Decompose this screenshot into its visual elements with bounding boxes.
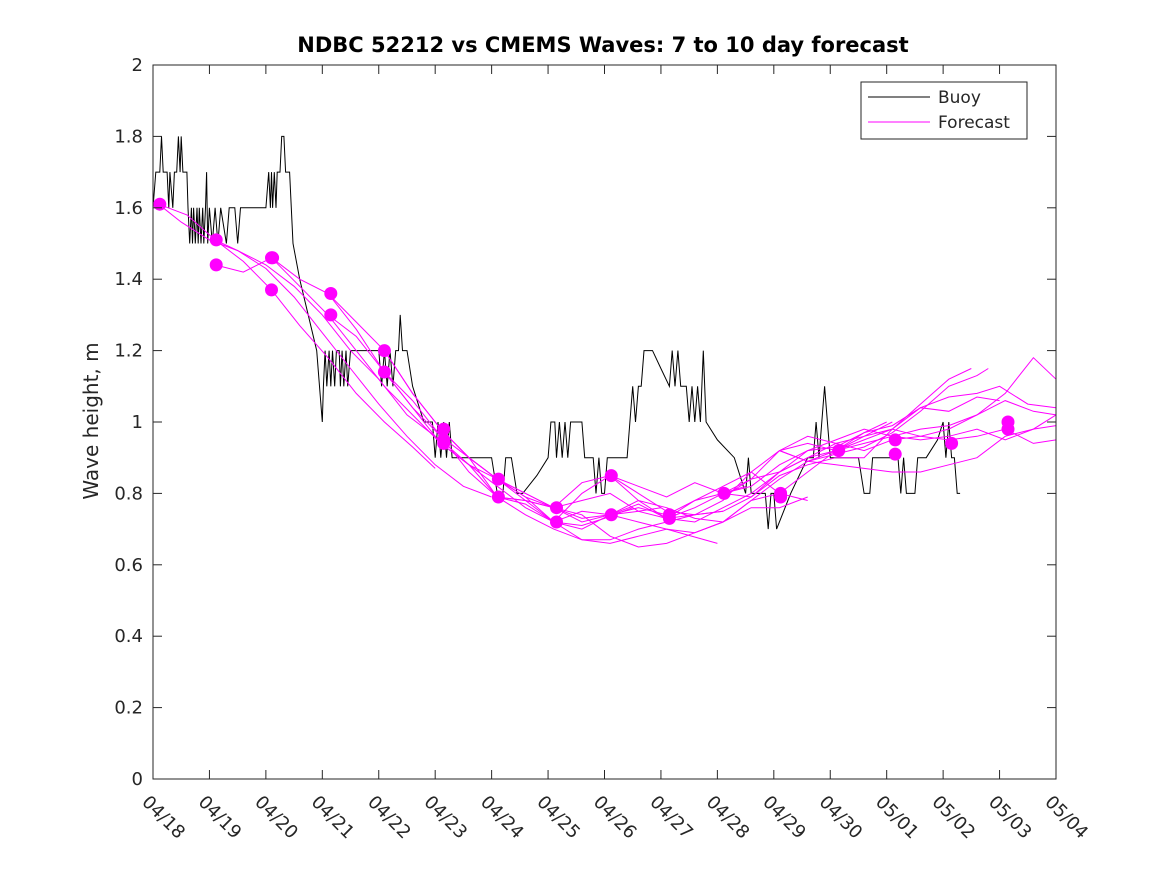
- forecast-marker-27: [945, 436, 959, 450]
- forecast-marker-12: [437, 436, 451, 450]
- forecast-marker-4: [266, 251, 280, 265]
- y-tick-label: 1.2: [114, 341, 143, 362]
- forecast-marker-0: [153, 197, 167, 211]
- y-tick-label: 1.4: [114, 269, 143, 290]
- forecast-series-line-2: [158, 203, 436, 469]
- forecast-marker-18: [604, 508, 618, 522]
- forecast-marker-26: [888, 447, 902, 461]
- forecast-marker-21: [717, 486, 731, 500]
- forecast-marker-20: [662, 511, 676, 525]
- forecast-series-line-7: [327, 314, 718, 544]
- forecast-marker-8: [377, 344, 391, 358]
- forecast-marker-9: [377, 365, 391, 379]
- forecast-marker-1: [209, 233, 223, 247]
- chart-title: NDBC 52212 vs CMEMS Waves: 7 to 10 day f…: [297, 33, 908, 57]
- forecast-marker-24: [832, 444, 846, 458]
- y-axis: 0 0.2 0.4 0.6 0.8 1 1.2 1.4 1.6 1.8 2: [114, 55, 1056, 790]
- forecast-marker-13: [491, 472, 505, 486]
- forecast-marker-6: [324, 287, 338, 300]
- forecast-series-line-22: [779, 414, 1057, 473]
- forecast-marker-25: [888, 433, 902, 447]
- y-tick-label: 1.6: [114, 198, 143, 219]
- forecast-marker-15: [550, 501, 563, 515]
- y-tick-label: 1.8: [114, 126, 143, 147]
- legend-forecast-label: Forecast: [938, 113, 1010, 133]
- forecast-marker-10: [437, 422, 451, 436]
- forecast-marker-7: [324, 308, 338, 322]
- legend-box: [860, 81, 1028, 140]
- forecast-marker-17: [604, 469, 618, 483]
- legend: Buoy Forecast: [860, 81, 1028, 140]
- forecast-series-line-15: [553, 396, 1000, 523]
- y-tick-label: 0: [132, 769, 143, 790]
- y-tick-label: 0.8: [114, 483, 143, 504]
- forecast-series-line-17: [609, 400, 1057, 519]
- y-tick-label: 0.4: [114, 626, 143, 647]
- buoy-series-line: [152, 135, 961, 530]
- forecast-marker-23: [774, 490, 788, 504]
- forecast-series-line-21: [779, 368, 989, 462]
- y-tick-label: 0.2: [114, 698, 143, 719]
- forecast-marker-5: [265, 283, 278, 297]
- forecast-marker-16: [550, 515, 563, 529]
- forecast-series-line-11: [440, 439, 808, 530]
- forecast-marker-14: [491, 490, 505, 504]
- forecast-series-line-3: [214, 239, 492, 498]
- legend-buoy-label: Buoy: [938, 88, 981, 108]
- forecast-marker-2: [209, 258, 223, 272]
- forecast-marker-29: [1001, 422, 1015, 436]
- y-tick-label: 0.6: [114, 555, 143, 576]
- y-tick-label: 2: [132, 55, 143, 76]
- y-axis-label: Wave height, m: [79, 342, 103, 499]
- forecast-series-line-1: [158, 203, 436, 437]
- y-tick-label: 1: [132, 412, 143, 433]
